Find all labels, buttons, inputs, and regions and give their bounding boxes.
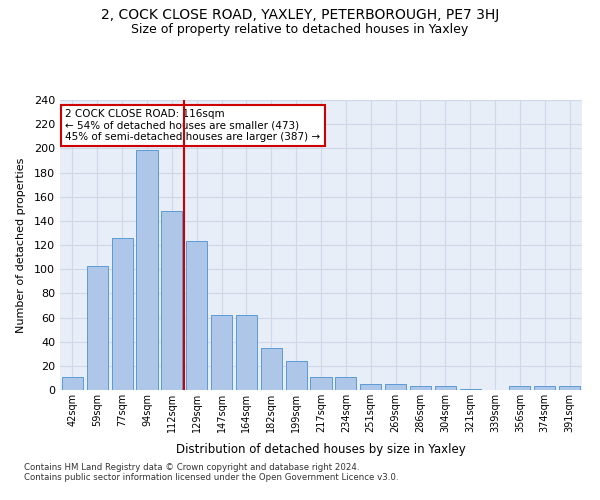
Bar <box>161 211 182 390</box>
Y-axis label: Number of detached properties: Number of detached properties <box>16 158 26 332</box>
Text: Contains public sector information licensed under the Open Government Licence v3: Contains public sector information licen… <box>24 474 398 482</box>
Bar <box>87 266 108 390</box>
Text: 2, COCK CLOSE ROAD, YAXLEY, PETERBOROUGH, PE7 3HJ: 2, COCK CLOSE ROAD, YAXLEY, PETERBOROUGH… <box>101 8 499 22</box>
Bar <box>112 238 133 390</box>
Bar <box>136 150 158 390</box>
Bar <box>186 242 207 390</box>
Bar <box>460 389 481 390</box>
Bar <box>360 384 381 390</box>
Text: Size of property relative to detached houses in Yaxley: Size of property relative to detached ho… <box>131 22 469 36</box>
Bar <box>261 348 282 390</box>
Bar <box>559 386 580 390</box>
Bar <box>310 376 332 390</box>
Text: Contains HM Land Registry data © Crown copyright and database right 2024.: Contains HM Land Registry data © Crown c… <box>24 464 359 472</box>
Bar <box>410 386 431 390</box>
Bar <box>236 315 257 390</box>
Bar <box>385 384 406 390</box>
Bar <box>62 376 83 390</box>
Text: 2 COCK CLOSE ROAD: 116sqm
← 54% of detached houses are smaller (473)
45% of semi: 2 COCK CLOSE ROAD: 116sqm ← 54% of detac… <box>65 108 320 142</box>
Bar <box>286 361 307 390</box>
Bar <box>211 315 232 390</box>
Bar <box>509 386 530 390</box>
Bar <box>435 386 456 390</box>
Bar <box>534 386 555 390</box>
Text: Distribution of detached houses by size in Yaxley: Distribution of detached houses by size … <box>176 442 466 456</box>
Bar <box>335 376 356 390</box>
